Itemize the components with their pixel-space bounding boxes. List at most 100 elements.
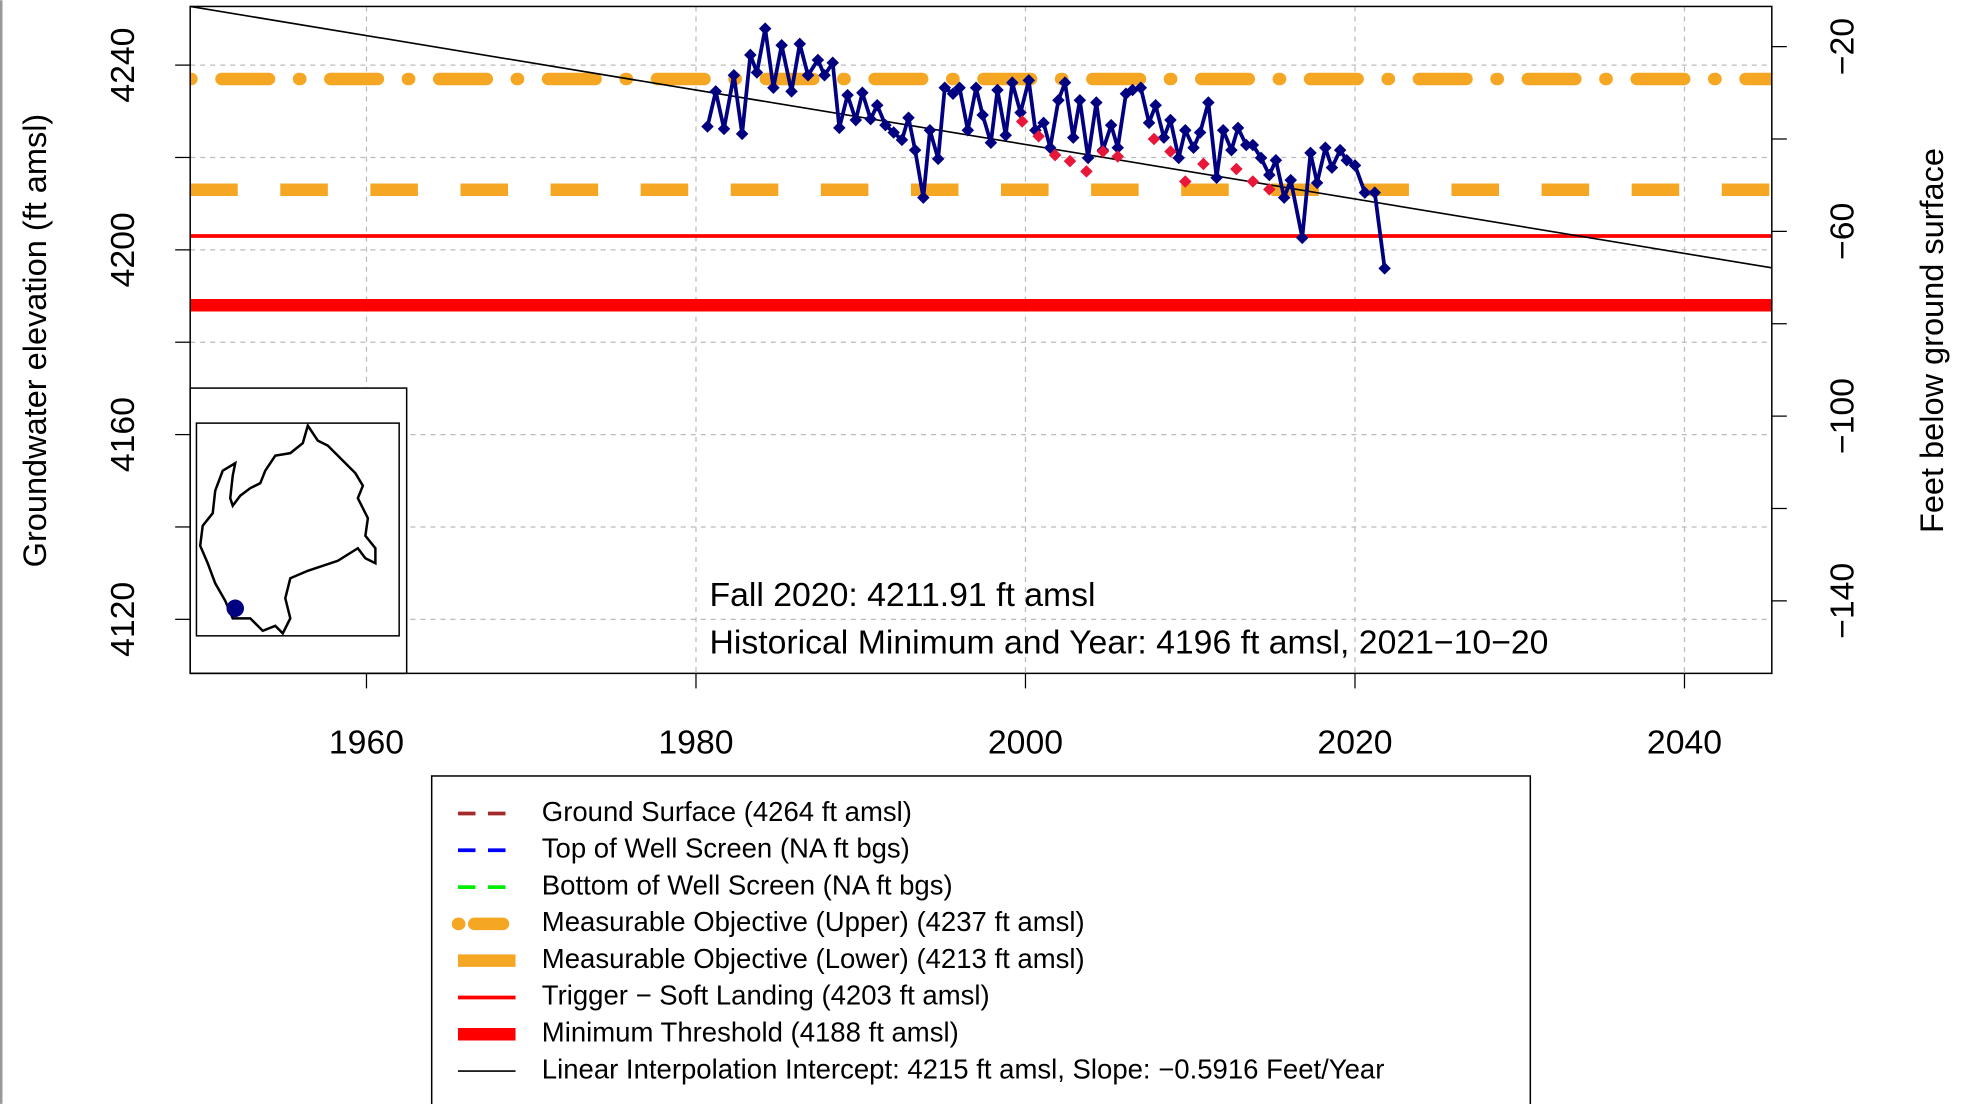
data-point bbox=[879, 118, 892, 132]
data-point bbox=[1015, 115, 1029, 128]
data-point bbox=[1052, 93, 1065, 107]
data-point bbox=[1333, 143, 1347, 157]
data-point bbox=[775, 38, 788, 52]
data-point bbox=[931, 152, 945, 166]
data-point bbox=[701, 120, 714, 133]
legend bbox=[430, 775, 1532, 1104]
data-point bbox=[953, 81, 966, 94]
data-point bbox=[1348, 159, 1362, 172]
data-point bbox=[1111, 150, 1124, 163]
data-point bbox=[801, 69, 815, 82]
data-point bbox=[908, 143, 922, 157]
data-point bbox=[1164, 113, 1177, 127]
legend-label: Linear Interpolation Intercept: 4215 ft … bbox=[542, 1053, 1385, 1084]
x-tick-label: 2020 bbox=[1317, 724, 1392, 762]
legend-label: Trigger − Soft Landing (4203 ft amsl) bbox=[542, 980, 990, 1011]
basin-outline bbox=[198, 422, 377, 636]
legend-label: Measurable Objective (Lower) (4213 ft am… bbox=[542, 943, 1085, 974]
data-point bbox=[1358, 186, 1372, 199]
y-tick-label: 4240 bbox=[104, 28, 142, 103]
data-point bbox=[976, 108, 989, 122]
data-point bbox=[1134, 81, 1148, 94]
data-point bbox=[1368, 186, 1382, 199]
data-point bbox=[917, 191, 930, 204]
y-axis-label: Groundwater elevation (ft amsl) bbox=[17, 114, 53, 568]
reference-lines bbox=[190, 72, 1772, 312]
x-tick-label: 2000 bbox=[988, 724, 1063, 762]
inset-map bbox=[189, 387, 408, 675]
data-point bbox=[1202, 96, 1215, 109]
data-point bbox=[1269, 153, 1283, 167]
y-tick-label: 4120 bbox=[104, 582, 142, 657]
data-point bbox=[1067, 131, 1080, 144]
data-point bbox=[767, 81, 780, 94]
y2-tick-label: −60 bbox=[1823, 203, 1861, 260]
inset-frame bbox=[189, 387, 408, 675]
data-point bbox=[849, 113, 863, 127]
data-point bbox=[735, 127, 749, 141]
data-point bbox=[895, 133, 909, 147]
y-tick-label: 4160 bbox=[104, 397, 142, 472]
x-tick-label: 2040 bbox=[1647, 724, 1722, 762]
inset-box bbox=[195, 422, 400, 637]
y2-tick-label: −140 bbox=[1823, 563, 1861, 639]
data-point bbox=[1296, 231, 1309, 245]
annotation: Fall 2020: 4211.91 ft amsl bbox=[709, 576, 1095, 614]
data-point bbox=[1197, 157, 1210, 171]
data-point bbox=[1164, 145, 1177, 158]
data-point bbox=[1149, 99, 1162, 112]
grid bbox=[190, 6, 1772, 674]
data-point bbox=[1319, 141, 1332, 155]
legend-label: Top of Well Screen (NA ft bgs) bbox=[542, 833, 910, 864]
series-line bbox=[705, 26, 1387, 269]
data-point bbox=[1216, 123, 1230, 137]
data-point bbox=[1048, 148, 1062, 162]
data-point bbox=[1058, 76, 1072, 89]
plot-frame bbox=[189, 5, 1773, 675]
data-point bbox=[969, 81, 983, 94]
data-point bbox=[841, 88, 854, 102]
legend-entries: Ground Surface (4264 ft amsl) Top of Well… bbox=[451, 796, 1385, 1084]
data-point bbox=[1325, 161, 1339, 174]
data-point bbox=[1246, 138, 1260, 152]
data-point bbox=[818, 69, 831, 82]
data-point bbox=[1246, 175, 1260, 188]
data-point bbox=[1304, 146, 1317, 160]
data-point bbox=[744, 48, 757, 62]
data-point bbox=[1284, 173, 1297, 187]
trend-line bbox=[190, 6, 1772, 269]
data-point bbox=[1172, 151, 1185, 165]
data-point bbox=[1111, 141, 1124, 155]
data-point bbox=[961, 123, 975, 137]
data-point bbox=[1277, 191, 1291, 204]
data-point bbox=[1310, 176, 1324, 190]
data-point bbox=[1254, 151, 1268, 165]
data-point bbox=[1340, 153, 1354, 167]
data-point bbox=[938, 81, 952, 94]
well-location bbox=[226, 599, 244, 618]
data-point bbox=[1080, 165, 1093, 178]
data-point bbox=[984, 136, 998, 149]
data-point bbox=[758, 22, 772, 35]
annotation: Historical Minimum and Year: 4196 ft ams… bbox=[709, 624, 1548, 662]
y-tick-label: 4200 bbox=[104, 212, 142, 287]
data-point bbox=[1225, 143, 1238, 157]
data-point bbox=[902, 111, 915, 125]
y2-tick-label: −100 bbox=[1823, 378, 1861, 454]
data-point bbox=[1090, 96, 1103, 109]
data-point bbox=[811, 53, 825, 67]
y2-axis-label: Feet below ground surface bbox=[1914, 148, 1950, 533]
data-point bbox=[727, 69, 741, 82]
legend-label: Bottom of Well Screen (NA ft bgs) bbox=[542, 869, 953, 900]
data-point bbox=[870, 99, 884, 112]
data-point bbox=[999, 129, 1012, 142]
x-tick-label: 1960 bbox=[329, 724, 404, 762]
legend-label: Minimum Threshold (4188 ft amsl) bbox=[542, 1017, 959, 1048]
y2-tick-label: −20 bbox=[1823, 18, 1861, 75]
data-point bbox=[826, 56, 839, 70]
legend-label: Measurable Objective (Upper) (4237 ft am… bbox=[542, 906, 1085, 937]
data-point bbox=[709, 85, 723, 98]
data-point bbox=[1378, 262, 1391, 275]
x-tick-label: 1980 bbox=[658, 724, 733, 762]
